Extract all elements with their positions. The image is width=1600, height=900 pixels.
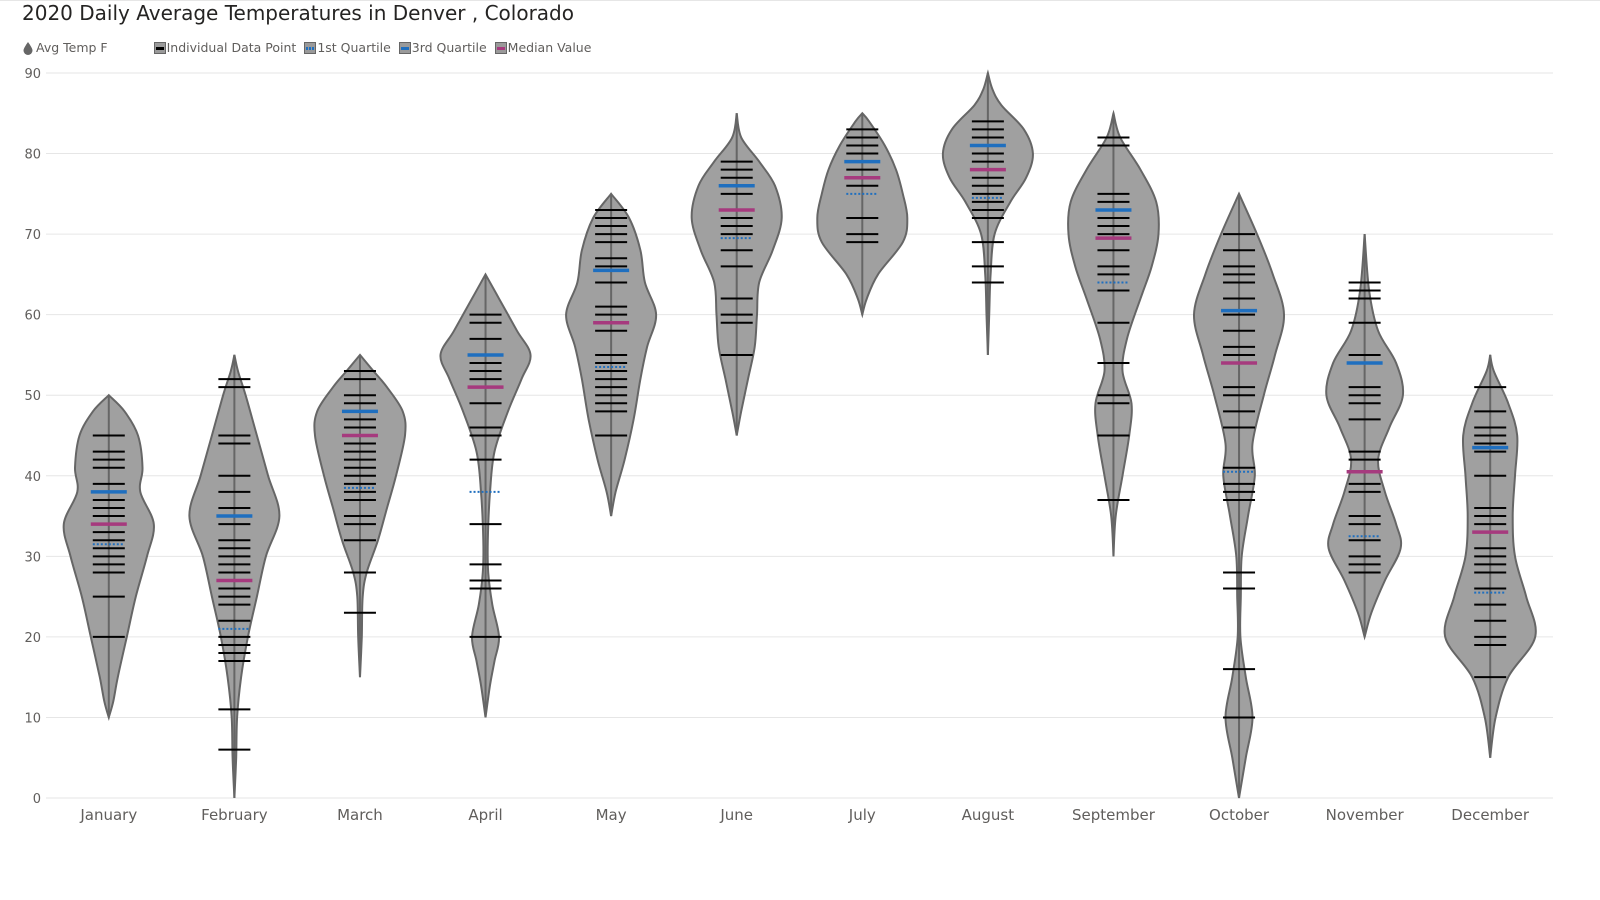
- violin-april: [439, 272, 532, 718]
- x-category-label: June: [719, 806, 753, 824]
- violins: [62, 69, 1537, 799]
- legend-item-individual-data-point[interactable]: Individual Data Point: [153, 40, 297, 55]
- y-tick-label: 80: [24, 148, 41, 163]
- x-category-label: May: [596, 806, 627, 824]
- legend-label: Individual Data Point: [166, 40, 297, 55]
- legend-item-avg-temp[interactable]: Avg Temp F: [22, 40, 108, 55]
- drop-icon: [23, 41, 33, 55]
- violin-january: [62, 393, 155, 722]
- legend-item-median-value[interactable]: Median Value: [494, 40, 592, 55]
- legend: Avg Temp F Individual Data Point 1st Qua…: [22, 40, 591, 55]
- y-tick-label: 60: [24, 309, 41, 324]
- legend-swatch: [398, 41, 411, 54]
- violin-june: [690, 113, 783, 436]
- x-category-label: February: [201, 806, 268, 824]
- legend-item-1st-quartile[interactable]: 1st Quartile: [304, 40, 391, 55]
- x-category-label: January: [79, 806, 137, 824]
- x-category-label: March: [337, 806, 383, 824]
- violin-july: [816, 111, 909, 319]
- legend-label: Avg Temp F: [36, 40, 108, 55]
- y-tick-label: 10: [24, 711, 41, 726]
- gridlines: [46, 72, 1553, 799]
- y-tick-label: 0: [33, 792, 41, 807]
- y-tick-label: 90: [24, 67, 41, 82]
- x-category-label: October: [1209, 806, 1270, 824]
- legend-label: 3rd Quartile: [411, 40, 487, 55]
- legend-label: 1st Quartile: [317, 40, 391, 55]
- y-tick-label: 50: [24, 389, 41, 404]
- x-category-label: April: [468, 806, 502, 824]
- y-tick-label: 70: [24, 228, 41, 243]
- axes: 0 10 20 30 40 50 60 70 80 90 January February March A…: [24, 67, 1529, 824]
- violin-august: [941, 69, 1034, 355]
- legend-item-3rd-quartile[interactable]: 3rd Quartile: [398, 40, 487, 55]
- legend-swatch: [494, 41, 507, 54]
- chart-title: 2020 Daily Average Temperatures in Denve…: [22, 1, 574, 25]
- violin-october: [1192, 191, 1286, 799]
- x-category-label: September: [1072, 806, 1156, 824]
- violin-may: [565, 192, 658, 517]
- violin-february: [188, 354, 281, 799]
- legend-swatch: [304, 41, 317, 54]
- violin-march: [313, 353, 407, 678]
- y-tick-label: 30: [24, 550, 41, 565]
- y-tick-label: 40: [24, 470, 41, 485]
- x-category-label: November: [1326, 806, 1405, 824]
- violin-december: [1443, 354, 1537, 758]
- x-category-label: August: [962, 806, 1015, 824]
- legend-label: Median Value: [507, 40, 592, 55]
- violin-november: [1325, 234, 1405, 641]
- y-tick-label: 20: [24, 631, 41, 646]
- violin-september: [1067, 109, 1160, 557]
- x-category-label: December: [1451, 806, 1530, 824]
- top-border: [0, 0, 1600, 1]
- legend-swatch: [153, 41, 166, 54]
- x-category-label: July: [848, 806, 876, 824]
